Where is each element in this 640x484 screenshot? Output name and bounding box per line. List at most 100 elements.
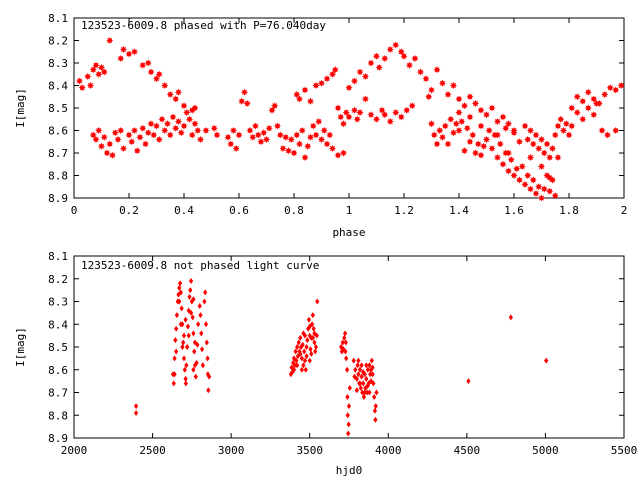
data-point (125, 131, 133, 139)
data-point (171, 380, 176, 387)
data-point (339, 149, 348, 157)
data-point (204, 339, 209, 346)
data-point (551, 131, 559, 139)
y-tick-label: 8.7 (48, 147, 68, 160)
data-point (521, 180, 529, 189)
data-point (152, 75, 161, 83)
data-point (488, 144, 496, 153)
data-point (590, 111, 598, 119)
data-point (191, 120, 199, 128)
data-point (510, 171, 518, 180)
data-point (284, 147, 293, 155)
data-point (510, 129, 518, 137)
data-point (119, 45, 128, 54)
data-point (306, 325, 311, 332)
y-tick-label: 8.2 (48, 35, 68, 48)
data-point (343, 339, 348, 346)
data-point (367, 111, 375, 119)
y-tick-label: 8.4 (48, 80, 68, 93)
y-tick-label: 8.2 (48, 273, 68, 286)
data-point (584, 104, 592, 112)
data-point (312, 339, 317, 346)
data-point (532, 189, 540, 198)
data-point (365, 366, 370, 373)
data-point (117, 54, 125, 63)
data-point (304, 353, 309, 360)
data-point (350, 106, 359, 114)
data-point (601, 90, 609, 99)
data-point (177, 284, 182, 291)
data-point (403, 106, 411, 114)
data-point (444, 90, 452, 99)
y-tick-label: 8.8 (48, 170, 68, 183)
data-point (161, 126, 169, 135)
data-point (350, 77, 359, 85)
data-point (326, 131, 334, 139)
data-point (303, 366, 308, 373)
data-point (546, 174, 554, 182)
data-point (347, 384, 352, 391)
data-point (508, 314, 513, 321)
data-point (205, 355, 210, 362)
y-tick-label: 8.8 (48, 409, 68, 422)
data-point (92, 135, 100, 144)
data-point (518, 162, 526, 171)
data-point (452, 120, 460, 128)
data-point (482, 135, 491, 144)
data-point (482, 111, 491, 119)
y-tick-label: 8.1 (48, 250, 68, 263)
data-point (340, 339, 345, 346)
data-point (356, 68, 364, 76)
x-tick-label: 0.8 (284, 204, 304, 217)
data-point (345, 113, 353, 121)
data-point (397, 113, 405, 121)
data-point (344, 355, 349, 362)
data-point (294, 357, 299, 364)
data-point (260, 129, 268, 137)
data-point (493, 153, 502, 162)
data-point (161, 81, 169, 90)
data-point (455, 95, 463, 103)
data-point (397, 48, 405, 56)
data-point (199, 346, 205, 353)
x-tick-label: 1.8 (559, 204, 579, 217)
data-point (183, 380, 188, 387)
plot-frame (73, 255, 625, 439)
x-tick-label: 2000 (61, 444, 88, 457)
data-point (268, 106, 276, 114)
data-point (354, 375, 359, 382)
data-point (361, 369, 366, 376)
data-point (493, 117, 502, 126)
unphased-light-curve-panel: 2000 2500 3000 3500 4000 4500 5000 5500 8.1 8.2 8.… (14, 250, 637, 477)
data-point (192, 348, 197, 355)
x-tick-label: 0.2 (119, 204, 139, 217)
data-point (299, 366, 304, 373)
data-point (427, 86, 436, 94)
data-point (612, 126, 620, 135)
data-point (291, 366, 297, 373)
data-point (265, 124, 273, 132)
data-point (312, 330, 317, 337)
data-point (177, 129, 185, 137)
data-point (313, 348, 318, 355)
data-point (191, 330, 196, 337)
data-point (365, 382, 370, 389)
data-point (392, 41, 400, 49)
data-point (139, 124, 147, 132)
data-point (346, 430, 351, 437)
data-point (358, 384, 363, 391)
data-point (289, 364, 294, 371)
data-point (238, 97, 246, 105)
data-point (342, 108, 350, 117)
data-point (603, 131, 612, 139)
data-point (551, 192, 559, 200)
y-axis-label: I[mag] (14, 88, 27, 128)
data-point (364, 362, 369, 369)
data-point (295, 140, 304, 148)
data-point (364, 389, 370, 396)
data-point (180, 102, 188, 110)
data-point (136, 133, 144, 141)
data-point (181, 332, 187, 339)
y-tick-label: 8.7 (48, 387, 68, 400)
data-point (617, 81, 625, 90)
